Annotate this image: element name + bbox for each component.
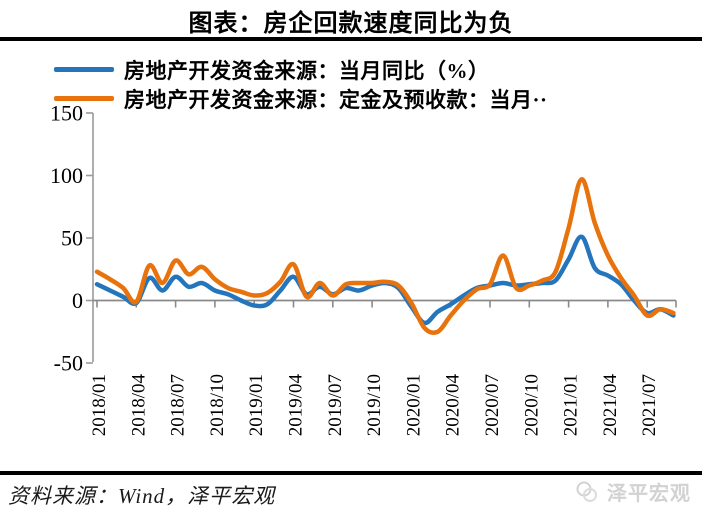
y-axis-label: 0: [72, 288, 83, 313]
legend-label: 房地产开发资金来源：定金及预收款：当月··: [124, 87, 548, 112]
legend-item-deposits: 房地产开发资金来源：定金及预收款：当月··: [54, 84, 548, 113]
x-axis-label: 2018/10: [207, 374, 228, 436]
x-axis-label: 2019/01: [246, 374, 267, 436]
series-line-deposits: [94, 177, 676, 335]
x-axis-label: 2021/07: [639, 374, 660, 436]
x-axis-label: 2019/04: [286, 374, 307, 437]
x-axis-label: 2020/04: [443, 374, 464, 437]
y-axis-label: 150: [50, 101, 83, 126]
x-axis-label: 2021/01: [561, 374, 582, 436]
y-axis-label: 100: [50, 163, 83, 188]
x-axis-label: 2018/01: [89, 374, 110, 436]
title-divider: [0, 37, 702, 41]
legend-label: 房地产开发资金来源：当月同比（%）: [124, 58, 490, 83]
source-note: 资料来源：Wind，泽平宏观: [8, 484, 276, 508]
brand-watermark: 泽平宏观: [575, 477, 691, 506]
footer-divider: [0, 471, 702, 475]
legend-line-blue-icon: [54, 67, 114, 72]
brand-logo-icon: [576, 481, 597, 502]
x-axis-label: 2018/07: [168, 374, 189, 436]
brand-watermark-text: 泽平宏观: [607, 483, 691, 505]
y-axis-label: 50: [61, 226, 83, 251]
page-title: 图表：房企回款速度同比为负: [188, 11, 514, 37]
x-axis-label: 2019/07: [325, 374, 346, 436]
x-axis-label: 2018/04: [128, 374, 149, 437]
x-axis-label: 2019/10: [364, 374, 385, 436]
x-axis-label: 2020/07: [482, 374, 503, 436]
chart-legend: 房地产开发资金来源：当月同比（%） 房地产开发资金来源：定金及预收款：当月··: [54, 55, 548, 113]
x-axis-label: 2021/04: [600, 374, 621, 437]
x-axis-label: 2020/01: [403, 374, 424, 436]
legend-line-orange-icon: [54, 96, 114, 101]
legend-item-monthly-yoy: 房地产开发资金来源：当月同比（%）: [54, 55, 548, 84]
x-axis-label: 2020/10: [521, 374, 542, 436]
y-axis-label: -50: [54, 351, 83, 376]
